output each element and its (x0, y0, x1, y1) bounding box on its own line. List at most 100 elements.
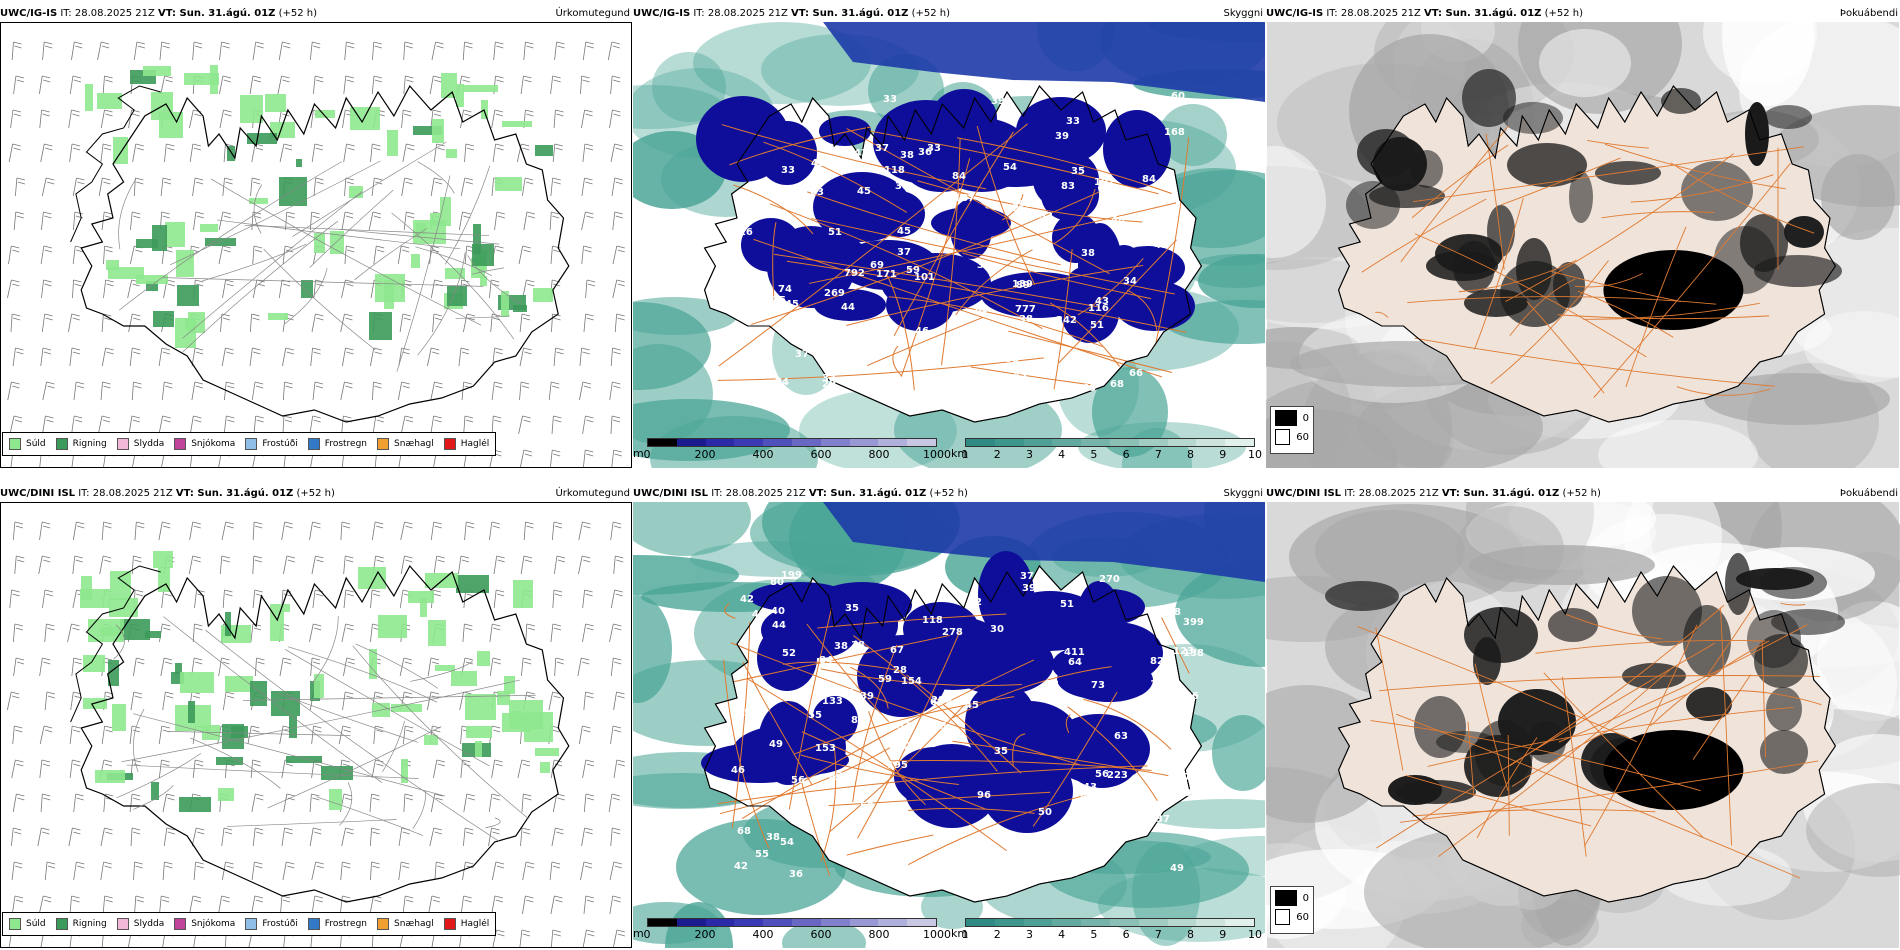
valid-time: VT: Sun. 31.ágú. 01Z (1441, 488, 1560, 499)
legend-label: Slydda (133, 439, 165, 449)
visibility-map[interactable]: 42 35 28 39 39 32 86 63 67 56 55 63 84 80 118 223 199 280… (633, 502, 1265, 948)
cloud-base-value: 40 (771, 606, 785, 617)
legend-swatch (307, 438, 320, 450)
iceland-outline (80, 564, 570, 903)
colorbar-tick: 3 (1025, 928, 1033, 941)
cloud-base-value: 46 (902, 580, 916, 591)
cloud-base-value: 63 (810, 187, 824, 198)
colorbar-unit: m (633, 447, 644, 460)
cloud-base-value: 42 (914, 189, 928, 200)
legend-label: Súld (26, 439, 46, 449)
cloud-base-value: 199 (781, 570, 802, 581)
precip-map[interactable] (0, 502, 632, 948)
cloud-base-value: 60 (1082, 383, 1096, 394)
cloud-base-value: 278 (942, 627, 963, 638)
legend-label: Snæhagl (394, 919, 434, 929)
cloud-base-value: 35 (772, 295, 786, 306)
cloud-base-value: 89 (1016, 280, 1030, 291)
cloud-base-value: 116 (732, 227, 753, 238)
issue-time: IT: 28.08.2025 21Z (1341, 488, 1442, 499)
iceland-outline (1337, 565, 1836, 903)
legend-item: Frostúði (245, 918, 298, 930)
legend-item: Haglél (443, 918, 489, 930)
fog-map[interactable] (1266, 502, 1900, 948)
fog-legend-label: 60 (1296, 431, 1309, 443)
cloud-base-value: 32 (1022, 856, 1036, 867)
cloud-base-value: 187 (954, 193, 975, 204)
colorbar-unit: km (951, 927, 969, 940)
legend-item: Frostregn (307, 438, 367, 450)
cloud-base-value: 35 (845, 603, 859, 614)
cloud-base-value: 53 (897, 721, 911, 732)
cloud-base-value: 83 (1061, 181, 1075, 192)
cloud-base-values: 4636294444393454591411181162429168489283… (732, 91, 1185, 400)
cloud-base-value: 133 (822, 696, 843, 707)
colorbar-tick: 8 (1187, 928, 1195, 941)
valid-time: VT: Sun. 31.ágú. 01Z (158, 8, 276, 19)
cloud-base-value: 70 (1150, 214, 1164, 225)
valid-time: VT: Sun. 31.ágú. 01Z (791, 8, 909, 19)
panel-header: UWC/IG-IS IT: 28.08.2025 21Z VT: Sun. 31… (1266, 6, 1583, 22)
cloud-base-value: 46 (731, 765, 745, 776)
panel-title: Skyggni (1223, 488, 1263, 499)
panel-title: Úrkomutegund (555, 488, 630, 499)
cloud-base-value: 51 (1060, 599, 1074, 610)
legend-swatch (174, 438, 187, 450)
cloud-base-value: 39 (1022, 583, 1036, 594)
cloud-base-value: 69 (870, 260, 884, 271)
cloud-base-value: 916 (1018, 199, 1039, 210)
cloud-base-value: 42 (968, 597, 982, 608)
cloud-base-value: 33 (1118, 799, 1132, 810)
issue-time: IT: 28.08.2025 21Z (708, 488, 809, 499)
iceland-outline (1337, 85, 1836, 423)
westfjords-outline (70, 565, 161, 723)
legend-label: Súld (26, 919, 46, 929)
precip-type-panel: UWC/IG-IS IT: 28.08.2025 21Z VT: Sun. 31… (0, 0, 632, 468)
cloud-base-value: 43 (1095, 296, 1109, 307)
cloud-base-value: 270 (1099, 574, 1120, 585)
lead-time: (+52 h) (926, 488, 968, 499)
cloud-base-value: 41 (852, 333, 866, 344)
cloud-base-value: 42 (734, 861, 748, 872)
cloud-base-value: 37 (875, 143, 889, 154)
cloud-base-value: 74 (778, 284, 792, 295)
colorbar-tick: 4 (1058, 928, 1066, 941)
panel-header: UWC/DINI ISL IT: 28.08.2025 21Z VT: Sun.… (1266, 486, 1601, 502)
precip-map[interactable] (0, 22, 632, 468)
fog-legend-swatch (1275, 890, 1297, 906)
cloud-base-value: 38 (1167, 607, 1181, 618)
cloud-base-value: 38 (851, 640, 865, 651)
cloud-base-value: 73 (1091, 680, 1105, 691)
cloud-base-value: 43 (1023, 343, 1037, 354)
colorbar-tick: 1000 (923, 448, 951, 461)
cloud-base-value: 223 (1107, 770, 1128, 781)
cloud-base-value: 30 (990, 624, 1004, 635)
cloud-base-colorbar: m 0 200 400 600 800 1000 (633, 438, 951, 462)
fog-core (1603, 250, 1744, 330)
legend-item: Súld (9, 918, 46, 930)
cloud-base-value: 50 (1038, 807, 1052, 818)
cloud-base-value: 72 (1045, 679, 1059, 690)
fog-map[interactable] (1266, 22, 1900, 468)
cloud-base-value: 118 (953, 381, 974, 392)
cloud-base-value: 36 (977, 260, 991, 271)
cloud-base-value: 33 (822, 373, 836, 384)
cloud-base-value: 49 (1170, 863, 1184, 874)
cloud-base-value: 37 (1020, 571, 1034, 582)
panel-title: Þokuábendi (1839, 488, 1898, 499)
cloud-base-value: 44 (772, 620, 786, 631)
visibility-map[interactable]: 46 36 29 44 44 39 34 54 59 141 118 116 242 916 84 89 283… (633, 22, 1265, 468)
legend-swatch (377, 918, 390, 930)
panel-header: UWC/IG-IS IT: 28.08.2025 21Z VT: Sun. 31… (0, 6, 317, 22)
cloud-base-value: 141 (989, 347, 1010, 358)
colorbar-tick: 4 (1058, 448, 1066, 461)
legend-label: Snæhagl (394, 439, 434, 449)
colorbar-tick: 800 (868, 928, 890, 941)
colorbar-tick: 3 (1025, 448, 1033, 461)
legend-item: Snjókoma (174, 918, 235, 930)
cloud-base-value: 45 (785, 299, 799, 310)
cloud-base-value: 33 (883, 94, 897, 105)
panel-header: UWC/DINI ISL IT: 28.08.2025 21Z VT: Sun.… (633, 486, 968, 502)
colorbar-tick: 600 (810, 448, 832, 461)
cloud-base-value: 46 (915, 326, 929, 337)
